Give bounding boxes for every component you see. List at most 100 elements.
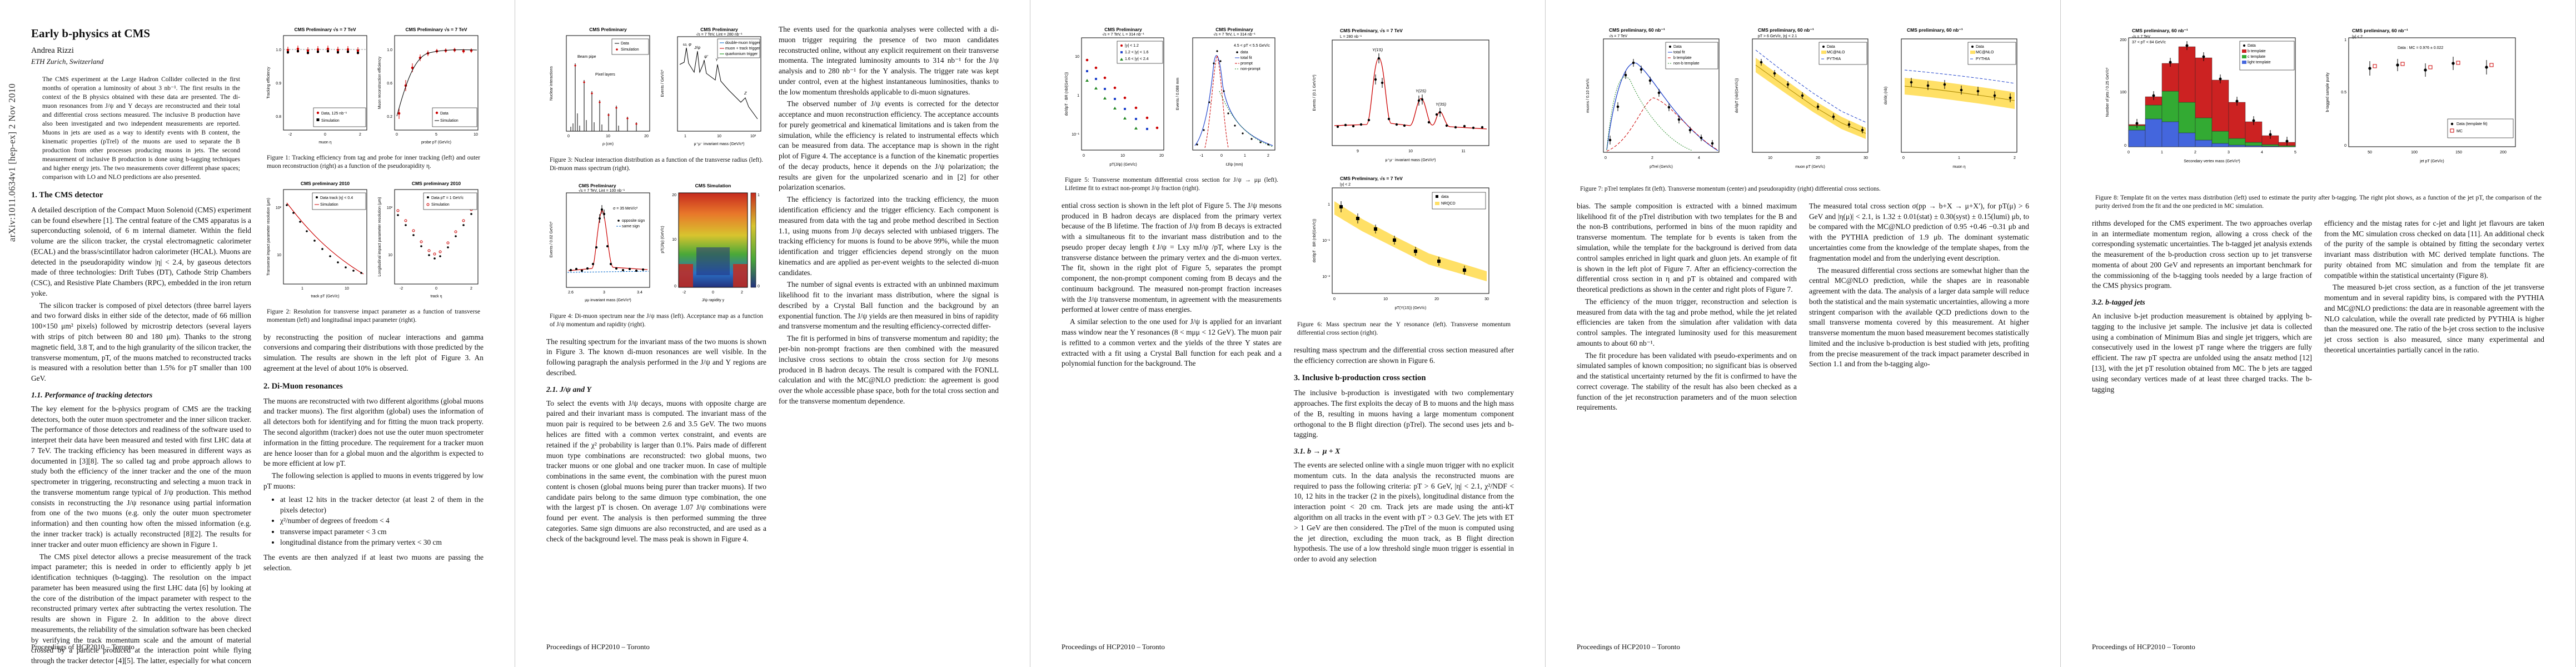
page5-left-column: rithms developed for the CMS experiment.… — [2092, 218, 2312, 396]
annotation: σ = 35 MeV/c² — [613, 207, 638, 211]
spectrum-curve — [679, 47, 758, 120]
plot-jpsi-cross-section: CMS Preliminary √s = 7 TeV, L = 314 nb⁻¹ — [1065, 27, 1164, 167]
figure-2: CMS preliminary 2010 Data tra — [263, 178, 484, 325]
tick-label: 10 — [717, 135, 721, 138]
tick-label: 2 — [741, 291, 743, 295]
x-axis-label: μμ invariant mass (GeV/c²) — [585, 298, 631, 302]
paragraph: The key element for the b-physics progra… — [31, 404, 251, 549]
nonb-template-curve — [1606, 76, 1692, 151]
legend-entry: light template — [2248, 61, 2271, 64]
mc-points — [2373, 61, 2493, 69]
legend-entry: Data — [1827, 45, 1835, 49]
x-axis-label: ℓJ/ψ (mm) — [1225, 163, 1243, 167]
page3-right-column: CMS Preliminary, √s = 7 TeV L = 280 nb⁻¹ — [1294, 24, 1514, 566]
paragraph: The fit procedure has been validated wit… — [1577, 351, 1797, 412]
tick-label: 30 — [1484, 297, 1489, 301]
page1-right-column: CMS Preliminary √s = 7 TeV — [263, 24, 484, 667]
mcnlo-line — [1755, 64, 1866, 134]
legend: Data Simulation — [432, 107, 477, 127]
legend-entry: PYTHIA — [1976, 57, 1990, 61]
paragraph: The fit is performed in bins of transver… — [779, 334, 999, 405]
page-footer: Proceedings of HCP2010 – Toronto — [546, 643, 650, 651]
figure-5: CMS Preliminary √s = 7 TeV, L = 314 nb⁻¹ — [1062, 24, 1282, 193]
plot-header: CMS Preliminary √s = 7 TeV — [294, 27, 356, 32]
tick-label: 4 — [2261, 151, 2263, 155]
data-spikes — [570, 63, 637, 131]
figure-8: CMS preliminary, 60 nb⁻¹ √s = 7 TeV 37 <… — [2092, 24, 2545, 211]
paragraph: by reconstructing the position of nuclea… — [263, 332, 484, 372]
annotation: Data : MC = 0.976 ± 0.022 — [2398, 46, 2443, 50]
tick-label: 50 — [2368, 151, 2372, 155]
page2-left-column: CMS Preliminary — [546, 24, 766, 546]
plot-btag-purity-vs-pt: CMS preliminary, 60 nb⁻¹ |y| < 2 Data : … — [2326, 28, 2515, 163]
legend-entry: Data — [621, 42, 629, 46]
tick-label: 0.6 — [387, 82, 392, 86]
tick-label: 10⁻¹ — [1072, 133, 1079, 137]
page-2: CMS Preliminary — [515, 0, 1030, 667]
plot-subheader: L = 280 nb⁻¹ — [1340, 35, 1362, 39]
annotation: 4.5 < pT < 5.5 GeV/c — [1234, 44, 1270, 48]
annotation: 37 < pT < 84 GeV/c — [2132, 41, 2166, 44]
tick-label: 1.0 — [387, 48, 392, 52]
tick-label: 9 — [1357, 150, 1359, 153]
tick-label: 0 — [2344, 144, 2346, 148]
legend-entry: data — [1441, 195, 1449, 199]
legend-entry: b template — [1673, 56, 1692, 60]
section-1-heading: 1. The CMS detector — [31, 190, 103, 200]
paragraph: The measured total cross section σ(pp → … — [1809, 201, 2029, 262]
legend-entry: MC@NLO — [1827, 51, 1845, 54]
section-3-1-heading: 3.1. b → μ + X — [1294, 447, 1341, 456]
legend-entry: Simulation — [320, 203, 338, 207]
page-4: CMS preliminary, 60 nb⁻¹ √s = 7 TeV — [1546, 0, 2061, 667]
section-1-1-heading: 1.1. Performance of tracking detectors — [31, 390, 153, 399]
x-axis-label: Secondary vertex mass (GeV/c²) — [2184, 160, 2240, 163]
plot-subheader: √s = 7 TeV, L = 314 nb⁻¹ — [1102, 32, 1144, 37]
list-item: χ²/number of degrees of freedom < 4 — [280, 515, 484, 526]
annotation: Υ(3S) — [1436, 102, 1447, 107]
plot-lifetime-fit: CMS Preliminary √s = 7 TeV, L = 314 nb⁻¹ — [1176, 27, 1275, 167]
resonance-label: ψ′ — [704, 54, 708, 59]
y-axis-label: Nuclear interactions — [550, 66, 554, 101]
page1-left-column: Early b-physics at CMS Andrea Rizzi ETH … — [31, 24, 251, 667]
tick-label: 0 — [396, 133, 398, 137]
tick-label: 2 — [1651, 156, 1653, 160]
plot-header: CMS Preliminary — [1215, 27, 1253, 32]
x-axis-label: μ⁺μ⁻ invariant mass (GeV/c²) — [694, 142, 745, 146]
y-axis-label: dσ/dpT · BR (nb/(GeV/c)) — [1313, 219, 1317, 263]
data-points — [1336, 53, 1484, 130]
legend-entry: MC@NLO — [1976, 51, 1994, 54]
nonprompt-curve — [1219, 91, 1273, 147]
data-points — [569, 205, 645, 272]
map-area — [678, 192, 748, 288]
plot-vertex-mass-template-fit: CMS preliminary, 60 nb⁻¹ √s = 7 TeV 37 <… — [2106, 28, 2296, 163]
mcnlo-line — [1904, 86, 2015, 101]
tick-label: 10 — [345, 287, 349, 291]
paragraph: The muons are reconstructed with two dif… — [263, 396, 484, 468]
tick-label: 0.8 — [276, 115, 281, 119]
plot-tracking-efficiency: CMS Preliminary √s = 7 TeV — [267, 27, 367, 145]
paragraph: rithms developed for the CMS experiment.… — [2092, 218, 2312, 290]
legend: data NRQCD — [1432, 192, 1486, 210]
y-axis-label: Events / 0.02 GeV/c² — [550, 221, 554, 257]
x-axis-label: pT(J/ψ) (GeV/c) — [1109, 163, 1137, 167]
paragraph: ential cross section is shown in the lef… — [1062, 201, 1282, 314]
legend: Data b template c template light templat… — [2239, 41, 2294, 71]
legend-entry: quarkonium trigger — [725, 52, 758, 56]
data-points — [1760, 59, 1864, 133]
plot-upsilon-cross-section: CMS Preliminary, √s = 7 TeV |y| < 2 — [1313, 176, 1489, 310]
sim-points — [574, 64, 637, 125]
tick-label: 10² — [387, 206, 393, 210]
legend-entry: Data — [1673, 45, 1682, 49]
figure-3: CMS Preliminary — [546, 24, 766, 173]
author: Andrea Rizzi — [31, 46, 74, 55]
tick-label: 1 — [684, 135, 686, 138]
plot-subheader: |y| < 2 — [1340, 183, 1351, 187]
paragraph: The efficiency of the muon trigger, reco… — [1577, 297, 1797, 347]
plot-subheader: √s = 7 TeV, Lint = 280 nb⁻¹ — [696, 32, 743, 37]
legend-entry: muon + track trigger — [725, 47, 760, 51]
plot-transverse-ip-resolution: CMS preliminary 2010 Data tra — [267, 181, 367, 298]
plot-header: CMS preliminary 2010 — [412, 181, 461, 186]
section-2-1-heading: 2.1. J/ψ and Υ — [546, 385, 591, 394]
plot-header: CMS preliminary, 60 nb⁻¹ — [1758, 27, 1814, 33]
tick-label: 0 — [2127, 151, 2130, 155]
